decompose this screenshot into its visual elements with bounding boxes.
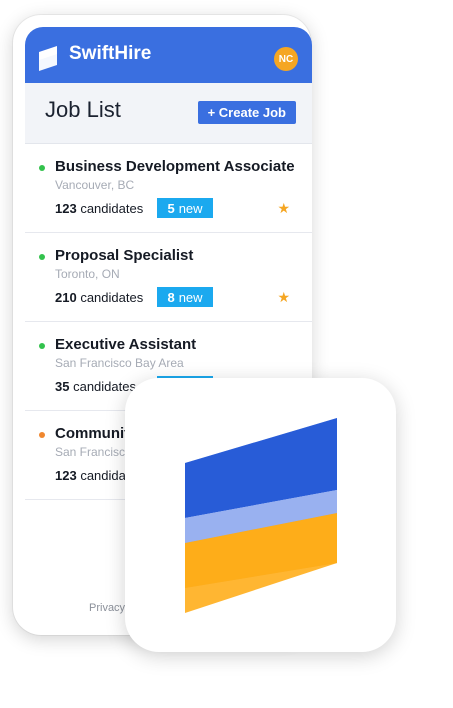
candidate-label: candidates xyxy=(80,201,144,216)
candidate-number: 35 xyxy=(55,379,70,394)
new-label: new xyxy=(178,200,203,216)
star-icon[interactable]: ★ xyxy=(277,200,290,216)
phone-screen: SwiftHire NC Job List + Create Job Busin… xyxy=(25,27,312,623)
candidate-count: 210 candidates xyxy=(55,290,143,305)
new-label: new xyxy=(178,289,203,305)
candidate-count: 123 candidates xyxy=(55,201,143,216)
job-title[interactable]: Communit xyxy=(55,425,130,442)
swifthire-app-icon xyxy=(125,378,396,652)
page-header: Job List + Create Job xyxy=(25,83,312,144)
candidate-label: candidates xyxy=(73,379,136,394)
phone-frame: SwiftHire NC Job List + Create Job Busin… xyxy=(13,15,312,635)
candidate-number: 123 xyxy=(55,468,77,483)
swifthire-logo-icon xyxy=(39,46,57,71)
job-list-item[interactable]: Business Development Associate Vancouver… xyxy=(25,144,312,233)
job-location: Vancouver, BC xyxy=(55,178,135,192)
job-title[interactable]: Business Development Associate xyxy=(55,158,295,175)
status-dot xyxy=(39,254,45,260)
new-candidates-badge[interactable]: 8 new xyxy=(157,287,213,307)
job-list-item[interactable]: Proposal Specialist Toronto, ON 210 cand… xyxy=(25,233,312,322)
status-dot xyxy=(39,432,45,438)
app-name: SwiftHire xyxy=(69,43,152,64)
star-icon[interactable]: ★ xyxy=(277,289,290,305)
job-title[interactable]: Executive Assistant xyxy=(55,336,197,353)
candidate-label: candida xyxy=(80,468,126,483)
create-job-button[interactable]: + Create Job xyxy=(197,101,296,124)
job-title[interactable]: Proposal Specialist xyxy=(55,247,194,264)
job-location: Toronto, ON xyxy=(55,267,120,281)
candidate-number: 210 xyxy=(55,290,77,305)
job-location: San Francisco Bay Area xyxy=(55,356,184,370)
candidate-number: 123 xyxy=(55,201,77,216)
candidate-count: 123 candida xyxy=(55,468,126,483)
job-location: San Francisc xyxy=(55,445,126,459)
candidate-count: 35 candidates xyxy=(55,379,136,394)
avatar[interactable]: NC xyxy=(274,47,298,71)
new-candidates-badge[interactable]: 5 new xyxy=(157,198,213,218)
candidate-label: candidates xyxy=(80,290,144,305)
swifthire-logo-icon xyxy=(185,418,337,613)
status-dot xyxy=(39,165,45,171)
new-count: 5 xyxy=(167,200,175,216)
status-dot xyxy=(39,343,45,349)
page-title: Job List xyxy=(45,97,121,122)
new-count: 8 xyxy=(167,289,175,305)
app-bar: SwiftHire NC xyxy=(25,27,312,83)
